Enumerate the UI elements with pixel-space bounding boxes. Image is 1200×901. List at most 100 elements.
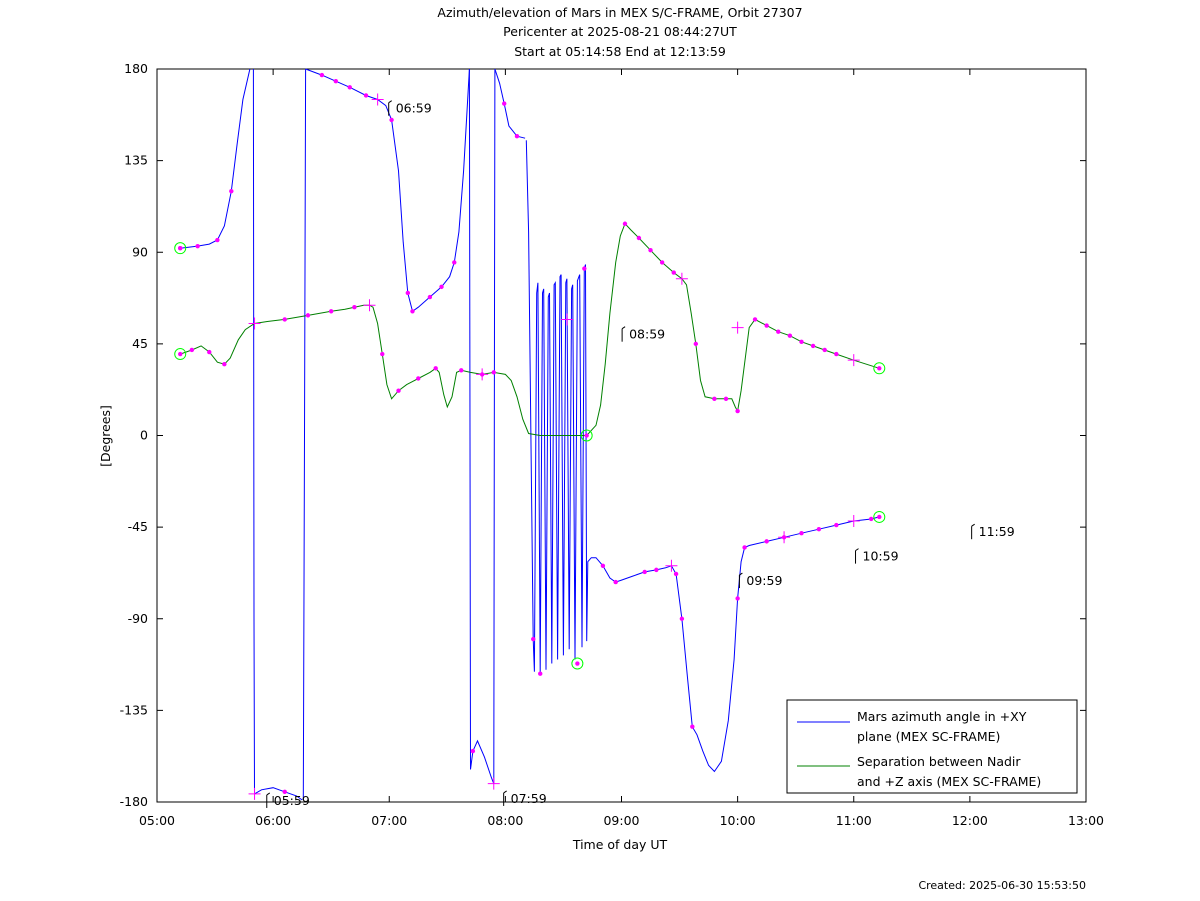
- data-point: [319, 72, 325, 78]
- time-annotation: 06:59: [396, 101, 432, 116]
- series-line: [493, 68, 496, 784]
- annotation-tick-head: [388, 100, 392, 104]
- time-annotation: 09:59: [746, 573, 782, 588]
- series-layer: [174, 68, 886, 801]
- hour-cross-marker: [560, 313, 573, 326]
- data-point: [433, 366, 438, 371]
- data-point: [671, 270, 676, 275]
- time-annotation: 08:59: [629, 327, 665, 342]
- data-point: [834, 351, 839, 357]
- data-point: [613, 579, 618, 585]
- time-annotation: 11:59: [979, 524, 1015, 539]
- data-point: [799, 531, 804, 536]
- series-line: [470, 739, 495, 784]
- hour-cross-marker: [248, 787, 261, 800]
- series-line: [468, 68, 471, 770]
- data-point: [410, 309, 415, 314]
- data-point: [877, 514, 882, 520]
- legend-label-separation-1: Separation between Nadir: [857, 754, 1021, 769]
- y-tick-label: 180: [124, 61, 148, 76]
- event-circle-marker: [571, 657, 584, 670]
- data-point: [584, 433, 589, 438]
- legend: Mars azimuth angle in +XY plane (MEX SC-…: [786, 699, 1078, 794]
- title-line-1: Azimuth/elevation of Mars in MEX S/C-FRA…: [437, 5, 802, 20]
- data-point: [352, 305, 357, 310]
- data-point: [735, 596, 740, 601]
- data-point: [305, 313, 311, 318]
- y-tick-label: 0: [140, 428, 148, 443]
- x-axis: 05:00 06:00 07:00 08:00 09:00 10:00 11:00 12:00…: [139, 69, 1104, 828]
- x-tick-label: 12:00: [952, 813, 988, 828]
- data-point: [816, 526, 822, 532]
- x-tick-label: 07:00: [371, 813, 407, 828]
- event-circle-marker: [580, 429, 593, 442]
- data-point: [416, 376, 421, 381]
- annotation-tick-head: [621, 326, 626, 330]
- x-tick-label: 08:00: [487, 813, 523, 828]
- data-point: [328, 309, 334, 314]
- data-point: [282, 789, 287, 795]
- data-point: [538, 671, 543, 676]
- data-point: [764, 539, 769, 544]
- y-tick-label: -180: [120, 794, 148, 809]
- data-point: [452, 260, 457, 265]
- hour-cross-marker: [675, 272, 688, 285]
- annotation-tick-head: [503, 790, 507, 794]
- data-point: [723, 396, 729, 402]
- data-point: [470, 748, 476, 754]
- hour-cross-marker: [487, 777, 500, 790]
- annotation-tick-head: [855, 548, 859, 552]
- y-tick-label: -90: [128, 611, 148, 626]
- data-point: [690, 724, 695, 729]
- data-point: [642, 569, 647, 575]
- hour-cross-marker: [665, 559, 678, 572]
- data-point: [347, 85, 352, 90]
- data-point: [575, 661, 580, 666]
- data-point: [712, 396, 717, 402]
- data-point: [389, 117, 394, 123]
- title-line-3: Start at 05:14:58 End at 12:13:59: [514, 44, 726, 59]
- hour-cross-marker: [248, 317, 261, 330]
- series-line: [180, 68, 251, 249]
- data-point: [207, 349, 212, 355]
- data-point: [178, 351, 183, 357]
- time-annotations: 05:59 06:59 07:59 08:59 09:59 10:59 11:59: [266, 100, 1015, 808]
- data-point: [648, 248, 653, 253]
- data-point: [439, 284, 444, 290]
- data-point: [659, 260, 665, 265]
- event-circle-marker: [174, 348, 187, 361]
- x-tick-label: 11:00: [836, 813, 872, 828]
- x-tick-label: 06:00: [255, 813, 291, 828]
- data-point: [799, 339, 804, 345]
- series-markers: [174, 72, 886, 800]
- data-point: [531, 636, 536, 642]
- series-markers: [174, 221, 886, 442]
- x-tick-label: 13:00: [1068, 813, 1104, 828]
- hour-cross-marker: [731, 321, 744, 334]
- data-point: [693, 341, 699, 347]
- legend-box: [786, 699, 1078, 794]
- chart-title: Azimuth/elevation of Mars in MEX S/C-FRA…: [437, 5, 802, 59]
- data-point: [229, 188, 234, 194]
- data-point: [189, 347, 195, 353]
- y-tick-label: -135: [120, 702, 148, 717]
- event-circle-marker: [174, 242, 187, 255]
- y-tick-label: -45: [128, 519, 148, 534]
- data-point: [868, 516, 874, 522]
- time-annotation: 07:59: [511, 791, 547, 806]
- legend-label-azimuth-1: Mars azimuth angle in +XY: [857, 709, 1027, 724]
- y-tick-label: 135: [124, 153, 148, 168]
- y-tick-label: 45: [132, 336, 148, 351]
- hour-cross-marker: [363, 299, 376, 312]
- event-circle-marker: [873, 362, 886, 375]
- series-line: [252, 68, 255, 794]
- data-point: [363, 93, 369, 98]
- data-point: [405, 290, 411, 296]
- data-point: [679, 616, 685, 621]
- y-axis: 180 135 90 45 0 -45 -90 -135 -180: [120, 61, 1086, 809]
- time-annotation: 10:59: [863, 549, 899, 564]
- event-circle-marker: [873, 510, 886, 523]
- time-annotation: 05:59: [274, 793, 310, 808]
- data-point: [215, 237, 220, 243]
- series-line: [302, 68, 307, 801]
